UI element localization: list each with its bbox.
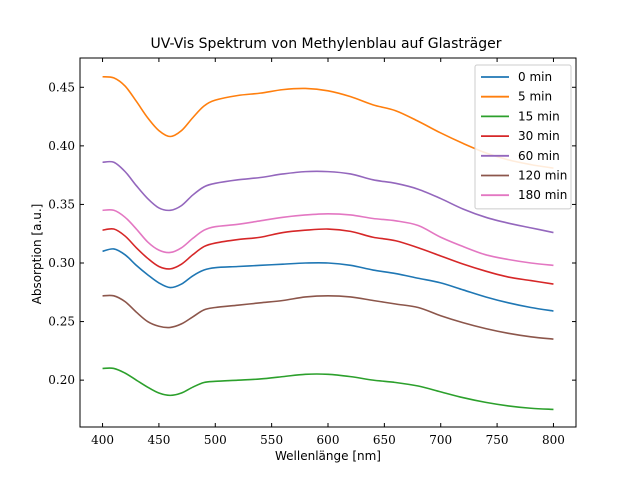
x-tick-label-6: 700 xyxy=(429,433,452,447)
x-tick-label-1: 450 xyxy=(147,433,170,447)
legend-label-2: 15 min xyxy=(518,109,560,123)
legend-label-0: 0 min xyxy=(518,70,552,84)
series-line-0 xyxy=(102,248,554,312)
plot-area: 400 450 500 550 600 650 700 750 800 0.20 0.25 0.30 0… xyxy=(48,57,577,447)
y-tick-label-5: 0.45 xyxy=(48,80,75,94)
legend: 0 min 5 min 15 min 30 min 60 min 120 min 180 m… xyxy=(474,64,572,210)
x-tick-label-2: 500 xyxy=(204,433,227,447)
x-tick-label-4: 600 xyxy=(317,433,340,447)
y-tick-label-4: 0.40 xyxy=(48,139,75,153)
y-tick-label-3: 0.35 xyxy=(48,197,75,211)
legend-box xyxy=(474,64,572,210)
series-line-6 xyxy=(102,208,554,267)
series-line-4 xyxy=(102,160,554,234)
x-tick-label-8: 800 xyxy=(542,433,565,447)
legend-label-1: 5 min xyxy=(518,90,552,104)
series-line-3 xyxy=(102,227,554,285)
y-tick-label-0: 0.20 xyxy=(48,373,75,387)
y-tick-label-1: 0.25 xyxy=(48,315,75,329)
legend-label-6: 180 min xyxy=(518,188,567,202)
series-line-5 xyxy=(102,294,554,340)
x-tick-label-3: 550 xyxy=(260,433,283,447)
x-tick-label-5: 650 xyxy=(373,433,396,447)
series-line-1 xyxy=(102,75,554,169)
x-tick-label-0: 400 xyxy=(91,433,114,447)
y-tick-label-2: 0.30 xyxy=(48,256,75,270)
x-axis-label: Wellenlänge [nm] xyxy=(275,449,381,463)
x-tick-label-7: 750 xyxy=(486,433,509,447)
series-line-2 xyxy=(102,367,554,411)
legend-label-5: 120 min xyxy=(518,169,567,183)
chart-title: UV-Vis Spektrum von Methylenblau auf Gla… xyxy=(151,36,502,52)
y-axis-label: Absorption [a.u.] xyxy=(30,204,44,305)
legend-label-3: 30 min xyxy=(518,129,560,143)
legend-label-4: 60 min xyxy=(518,149,560,163)
